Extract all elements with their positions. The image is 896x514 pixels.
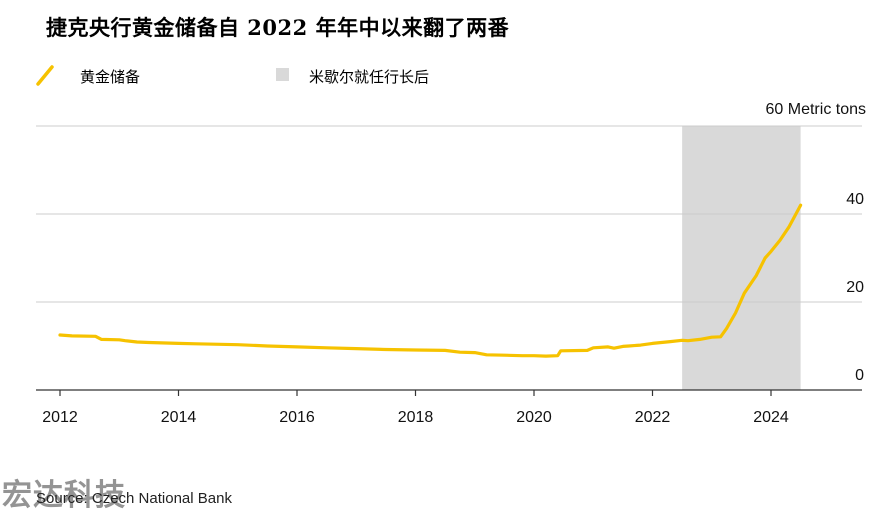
y-tick-label-0: 0 (855, 367, 864, 384)
y-tick-label-20: 20 (846, 279, 864, 296)
x-tick-label-2022: 2022 (635, 409, 671, 426)
y-tick-label-60: 60 Metric tons (766, 101, 866, 118)
x-tick-label-2018: 2018 (398, 409, 434, 426)
x-tick-label-2012: 2012 (42, 409, 78, 426)
x-tick-label-2024: 2024 (753, 409, 789, 426)
source-note: Source: Czech National Bank (36, 490, 232, 507)
x-tick-label-2014: 2014 (161, 409, 197, 426)
x-tick-label-2016: 2016 (279, 409, 315, 426)
y-tick-label-40: 40 (846, 191, 864, 208)
shaded-band (682, 126, 801, 390)
x-tick-label-2020: 2020 (516, 409, 552, 426)
